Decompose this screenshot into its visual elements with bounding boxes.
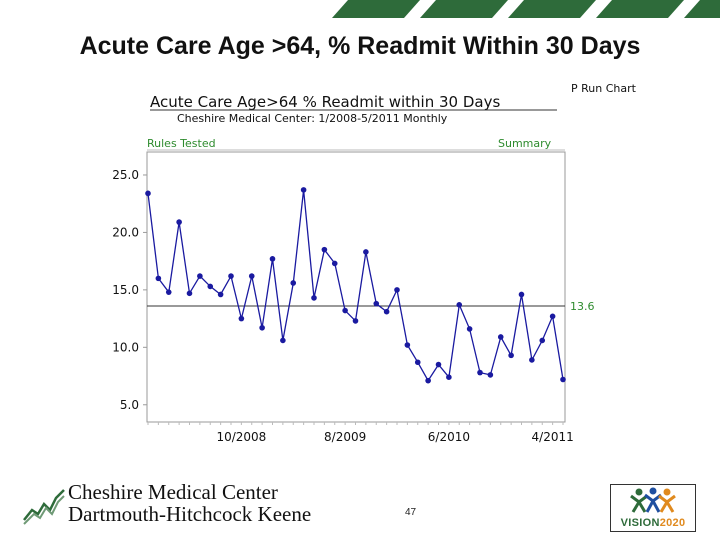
data-point (477, 369, 483, 376)
vision-wordmark: VISION2020 (613, 517, 693, 529)
data-point (425, 377, 431, 384)
y-tick-label: 20.0 (112, 225, 139, 239)
data-point (238, 315, 245, 322)
slide-title: Acute Care Age >64, % Readmit Within 30 … (79, 32, 641, 60)
data-point (394, 287, 400, 293)
chart-kind-label: P Run Chart (571, 82, 637, 95)
data-point (352, 318, 359, 324)
header-stripe (508, 0, 596, 18)
data-point (446, 374, 452, 380)
data-point (466, 326, 473, 332)
data-point (321, 246, 328, 253)
median-label: 13.6 (570, 300, 595, 313)
page-number: 47 (405, 507, 417, 518)
header-stripe (420, 0, 508, 18)
logo-mark-icon (23, 489, 65, 525)
data-point (269, 256, 276, 262)
x-axis: 10/2008 8/2009 6/2010 4/2011 (147, 422, 574, 444)
data-point (342, 307, 348, 314)
y-axis: 5.0 10.0 15.0 20.0 25.0 (112, 168, 147, 412)
data-points (145, 187, 566, 384)
data-point (508, 352, 514, 359)
data-point (331, 260, 338, 267)
run-chart: Acute Care Age>64 % Readmit within 30 Da… (112, 82, 637, 444)
data-point (259, 324, 265, 331)
header-stripe (596, 0, 684, 18)
data-point (539, 337, 546, 344)
data-point (248, 273, 255, 279)
data-point (518, 291, 525, 298)
data-point (280, 337, 286, 344)
data-point (228, 273, 234, 279)
data-point (549, 313, 556, 320)
data-point (165, 289, 172, 295)
y-tick-label: 5.0 (120, 398, 139, 412)
header-stripe (332, 0, 420, 18)
data-point (487, 372, 494, 378)
data-point (311, 295, 317, 301)
data-point (217, 291, 224, 298)
data-point (197, 273, 203, 279)
summary-label[interactable]: Summary (498, 137, 552, 150)
x-tick-label: 4/2011 (532, 430, 574, 444)
data-point (414, 359, 421, 366)
data-point (363, 249, 369, 255)
data-point (456, 302, 463, 308)
data-point (186, 290, 193, 297)
data-point (404, 342, 411, 348)
data-point (560, 376, 566, 383)
rules-tested-label[interactable]: Rules Tested (147, 137, 216, 150)
data-point (207, 283, 214, 290)
data-point (383, 308, 390, 315)
data-point (300, 187, 307, 193)
chart-title: Acute Care Age>64 % Readmit within 30 Da… (150, 93, 500, 111)
logo-line-2: Dartmouth-Hitchcock Keene (68, 502, 312, 526)
vision-2020-logo: VISION2020 (610, 484, 696, 532)
x-tick-label: 10/2008 (216, 430, 266, 444)
vision-word: VISION (620, 517, 660, 529)
data-point (290, 280, 297, 286)
cheshire-logo: Cheshire Medical Center Dartmouth-Hitchc… (22, 478, 322, 528)
header-stripe (684, 0, 720, 18)
people-icon (630, 487, 676, 513)
data-point (529, 357, 535, 363)
data-point (373, 300, 380, 307)
y-tick-label: 25.0 (112, 168, 139, 182)
data-point (145, 190, 151, 197)
data-point (176, 219, 182, 225)
logo-line-1: Cheshire Medical Center (68, 480, 278, 504)
data-point (497, 334, 504, 340)
y-tick-label: 15.0 (112, 283, 139, 297)
y-tick-label: 10.0 (112, 340, 139, 354)
chart-subtitle: Cheshire Medical Center: 1/2008-5/2011 M… (177, 112, 448, 125)
data-point (155, 275, 162, 282)
data-point (435, 361, 442, 368)
header-stripes (332, 0, 720, 18)
x-tick-label: 8/2009 (324, 430, 366, 444)
vision-year: 2020 (659, 517, 686, 529)
x-tick-label: 6/2010 (428, 430, 470, 444)
